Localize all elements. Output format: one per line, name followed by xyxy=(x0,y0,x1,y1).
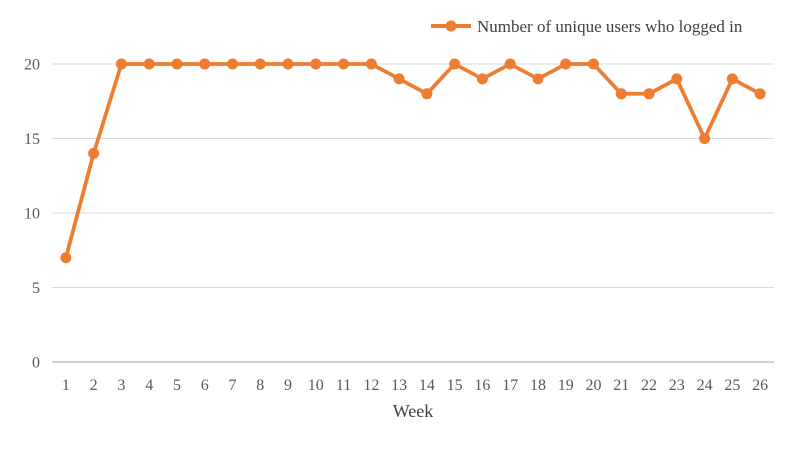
x-tick-label: 21 xyxy=(613,377,629,394)
x-tick-label: 19 xyxy=(558,377,574,394)
x-tick-label: 6 xyxy=(201,377,209,394)
y-tick-label: 15 xyxy=(24,131,40,148)
data-point-marker xyxy=(227,58,238,70)
data-point-marker xyxy=(671,73,683,85)
x-tick-label: 24 xyxy=(697,377,713,394)
data-point-marker xyxy=(449,58,461,70)
x-tick-label: 15 xyxy=(447,377,463,394)
x-axis-title: Week xyxy=(393,401,434,421)
data-point-marker xyxy=(393,73,405,85)
data-point-marker xyxy=(643,88,655,100)
data-point-marker xyxy=(254,58,266,70)
data-point-marker xyxy=(421,88,433,100)
x-tick-label: 5 xyxy=(173,377,181,394)
x-tick-label: 2 xyxy=(90,377,98,394)
gridlines xyxy=(52,63,774,363)
x-tick-label: 22 xyxy=(641,377,657,394)
x-tick-label: 26 xyxy=(752,377,768,394)
data-point-marker xyxy=(365,58,377,70)
x-tick-label: 17 xyxy=(502,377,518,394)
data-point-marker xyxy=(615,88,627,100)
x-tick-label: 11 xyxy=(336,377,351,394)
data-point-marker xyxy=(282,58,294,70)
x-tick-label: 20 xyxy=(586,377,602,394)
data-point-marker xyxy=(171,58,183,70)
x-tick-label: 18 xyxy=(530,377,546,394)
data-point-marker xyxy=(476,73,488,85)
x-tick-label: 9 xyxy=(284,377,292,394)
x-tick-label: 7 xyxy=(229,377,237,394)
x-tick-label: 25 xyxy=(724,377,740,394)
data-point-marker xyxy=(504,58,516,70)
x-tick-label: 23 xyxy=(669,377,685,394)
data-series xyxy=(60,58,766,264)
series-line xyxy=(64,62,762,260)
y-axis-tick-labels: 0 5 10 15 20 xyxy=(24,57,40,372)
data-point-marker xyxy=(143,58,155,70)
legend-marker-icon xyxy=(445,20,457,32)
x-tick-label: 16 xyxy=(474,377,490,394)
data-point-marker xyxy=(754,88,766,100)
y-tick-label: 0 xyxy=(32,355,40,372)
data-point-marker xyxy=(310,58,322,70)
x-tick-label: 13 xyxy=(391,377,407,394)
data-point-marker xyxy=(199,58,211,70)
data-point-marker xyxy=(115,58,127,70)
data-point-marker xyxy=(60,252,72,264)
y-tick-label: 20 xyxy=(24,57,40,74)
legend: Number of unique users who logged in xyxy=(431,17,743,36)
x-tick-label: 10 xyxy=(308,377,324,394)
x-tick-label: 3 xyxy=(117,377,125,394)
data-point-marker xyxy=(699,133,711,144)
x-tick-label: 14 xyxy=(419,377,435,394)
data-point-marker xyxy=(726,73,738,85)
x-tick-label: 12 xyxy=(363,377,379,394)
data-point-marker xyxy=(88,147,100,159)
data-point-marker xyxy=(532,73,544,85)
x-tick-label: 4 xyxy=(145,377,153,394)
x-axis-tick-labels: 1 2 3 4 5 6 7 8 9 10 11 12 13 14 15 16 17 18 19 20 21 22 23 24 2… xyxy=(62,377,768,394)
y-tick-label: 5 xyxy=(32,280,40,297)
data-point-marker xyxy=(338,58,350,70)
data-point-marker xyxy=(560,58,572,70)
data-point-marker xyxy=(588,58,599,70)
x-tick-label: 1 xyxy=(62,377,70,394)
legend-label: Number of unique users who logged in xyxy=(477,17,743,36)
y-tick-label: 10 xyxy=(24,206,40,223)
x-tick-label: 8 xyxy=(256,377,264,394)
